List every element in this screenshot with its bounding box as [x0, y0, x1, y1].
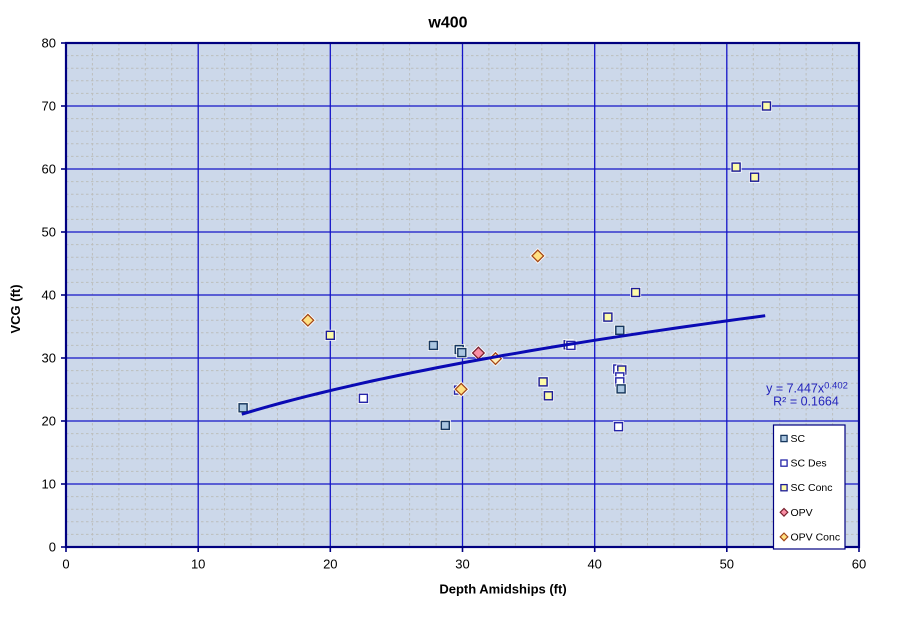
svg-text:60: 60	[852, 557, 866, 572]
svg-text:40: 40	[42, 288, 56, 303]
svg-text:80: 80	[42, 36, 56, 51]
svg-text:Depth Amidships (ft): Depth Amidships (ft)	[439, 582, 566, 597]
svg-text:10: 10	[42, 477, 56, 492]
svg-text:SC: SC	[791, 433, 806, 445]
svg-text:60: 60	[42, 162, 56, 177]
svg-text:30: 30	[455, 557, 469, 572]
svg-text:30: 30	[42, 351, 56, 366]
svg-text:70: 70	[42, 99, 56, 114]
svg-text:w400: w400	[427, 15, 467, 32]
svg-text:OPV Conc: OPV Conc	[791, 531, 841, 543]
svg-text:VCG (ft): VCG (ft)	[8, 284, 23, 333]
svg-text:50: 50	[720, 557, 734, 572]
svg-text:20: 20	[323, 557, 337, 572]
svg-text:SC Conc: SC Conc	[791, 482, 833, 494]
svg-text:0: 0	[62, 557, 69, 572]
svg-text:10: 10	[191, 557, 205, 572]
svg-text:20: 20	[42, 414, 56, 429]
svg-text:40: 40	[587, 557, 601, 572]
svg-text:SC Des: SC Des	[791, 458, 827, 470]
svg-text:0: 0	[49, 540, 56, 555]
svg-text:OPV: OPV	[791, 507, 813, 519]
svg-text:50: 50	[42, 225, 56, 240]
svg-text:R² = 0.1664: R² = 0.1664	[773, 395, 839, 409]
